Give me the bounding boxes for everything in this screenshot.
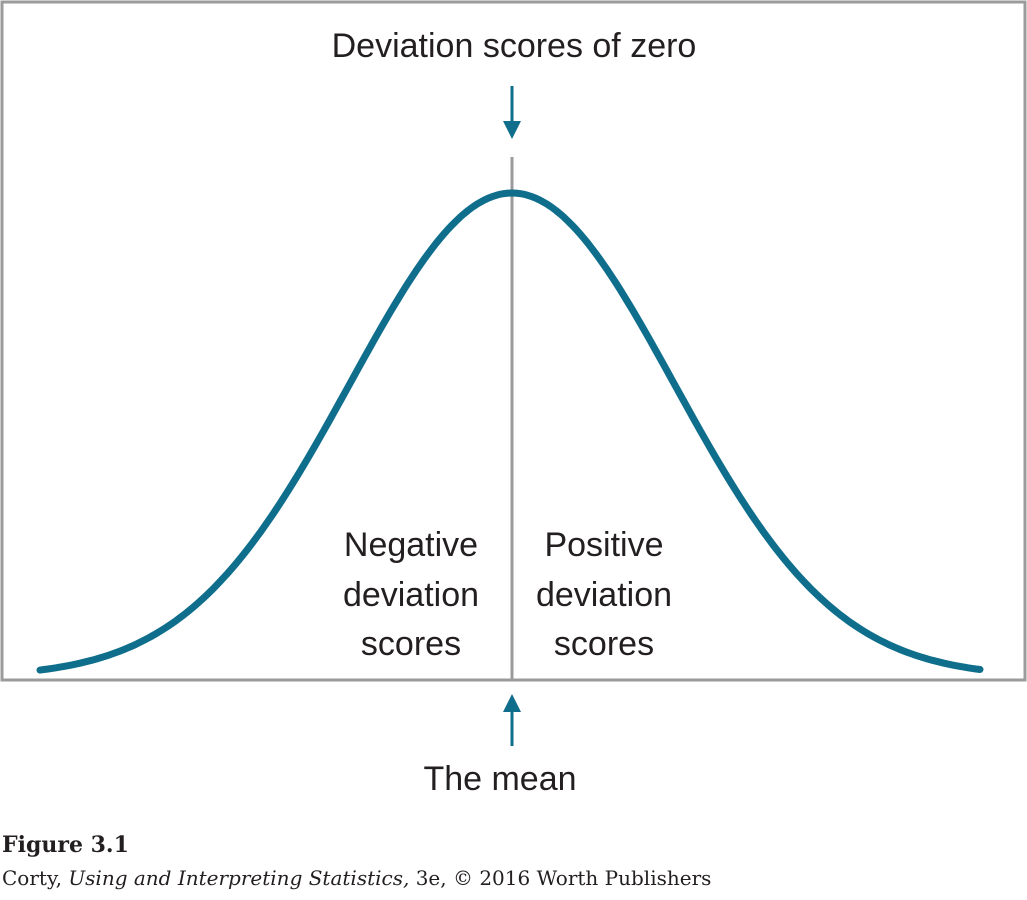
figure-caption-title: Figure 3.1: [2, 832, 129, 858]
up-arrow-icon: [503, 694, 521, 746]
negative-label-line-3: scores: [361, 625, 461, 663]
positive-label-line-3: scores: [554, 625, 654, 663]
negative-label-line-2: deviation: [343, 576, 479, 614]
positive-label-line-1: Positive: [544, 526, 663, 564]
top-label: Deviation scores of zero: [332, 27, 697, 65]
down-arrow-icon: [503, 86, 521, 139]
normal-curve-diagram: Deviation scores of zero The mean Negati…: [0, 0, 1027, 798]
bottom-label: The mean: [423, 760, 576, 798]
negative-label-line-1: Negative: [344, 526, 478, 564]
credit-book-title: Using and Interpreting Statistics,: [68, 866, 410, 890]
normal-curve: [36, 189, 984, 674]
credit-suffix: 3e, © 2016 Worth Publishers: [409, 866, 712, 890]
positive-deviation-label: Positive deviation scores: [536, 526, 672, 663]
credit-prefix: Corty,: [2, 866, 69, 890]
positive-label-line-2: deviation: [536, 576, 672, 614]
negative-deviation-label: Negative deviation scores: [343, 526, 479, 663]
figure-caption-credit: Corty, Using and Interpreting Statistics…: [2, 866, 711, 890]
